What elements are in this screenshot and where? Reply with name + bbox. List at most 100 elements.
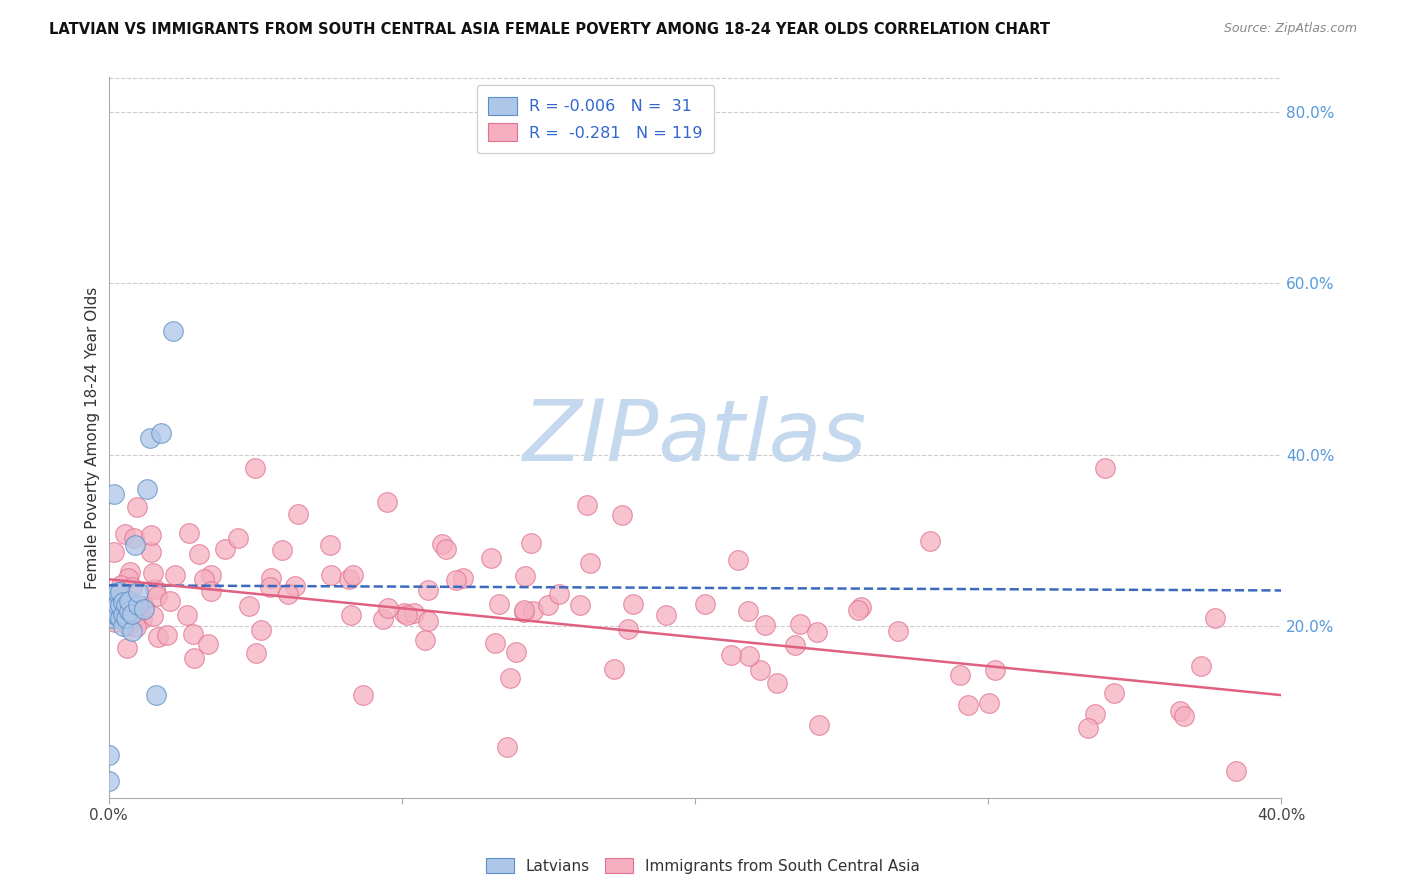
Point (107, 607, 129, 621)
Text: ZIPatlas: ZIPatlas (523, 396, 868, 479)
Point (568, 598, 591, 612)
Point (617, 622, 640, 636)
Point (748, 663, 770, 677)
Point (693, 598, 716, 612)
Point (371, 612, 394, 626)
Legend: R = -0.006   N =  31, R =  -0.281   N = 119: R = -0.006 N = 31, R = -0.281 N = 119 (477, 86, 714, 153)
Point (505, 645, 527, 659)
Point (396, 608, 419, 623)
Point (200, 583, 222, 598)
Point (104, 615, 127, 629)
Point (259, 580, 281, 594)
Point (107, 585, 129, 599)
Point (103, 593, 125, 607)
Point (1189, 659, 1212, 673)
Point (738, 649, 761, 664)
Point (100, 593, 122, 607)
Point (108, 604, 131, 618)
Point (498, 671, 520, 685)
Point (808, 717, 831, 731)
Point (610, 508, 633, 522)
Point (103, 607, 125, 621)
Point (114, 526, 136, 541)
Point (142, 566, 165, 581)
Point (846, 603, 869, 617)
Point (416, 614, 439, 628)
Point (124, 611, 146, 625)
Point (118, 604, 141, 618)
Point (117, 571, 139, 585)
Point (579, 556, 602, 570)
Point (103, 486, 125, 500)
Point (849, 599, 872, 614)
Point (124, 538, 146, 552)
Point (1077, 722, 1099, 736)
Point (162, 324, 184, 338)
Point (602, 662, 624, 676)
Point (118, 593, 141, 607)
Point (655, 607, 678, 622)
Point (984, 663, 1007, 677)
Point (519, 536, 541, 550)
Point (783, 639, 806, 653)
Point (104, 591, 127, 606)
Point (112, 607, 135, 621)
Point (977, 696, 1000, 710)
Point (150, 426, 173, 441)
Point (121, 607, 143, 621)
Point (188, 547, 211, 561)
Point (319, 568, 342, 582)
Point (107, 598, 129, 612)
Point (97, 748, 120, 763)
Point (1225, 764, 1247, 779)
Point (949, 668, 972, 682)
Point (127, 585, 149, 599)
Point (548, 587, 571, 601)
Point (183, 650, 205, 665)
Point (453, 571, 475, 585)
Point (1094, 460, 1116, 475)
Point (159, 594, 181, 608)
Point (183, 627, 205, 641)
Point (270, 542, 292, 557)
Point (1168, 704, 1191, 718)
Point (250, 624, 273, 638)
Point (200, 568, 222, 582)
Point (117, 619, 139, 633)
Point (118, 565, 141, 579)
Point (754, 617, 776, 632)
Point (575, 498, 598, 512)
Point (277, 587, 299, 601)
Point (342, 568, 364, 582)
Point (260, 571, 283, 585)
Point (146, 630, 169, 644)
Point (124, 620, 146, 634)
Point (444, 573, 467, 587)
Point (145, 688, 167, 702)
Point (522, 604, 544, 618)
Point (404, 606, 426, 620)
Point (177, 526, 200, 541)
Point (163, 567, 186, 582)
Point (104, 595, 127, 609)
Point (238, 599, 260, 614)
Point (727, 553, 749, 567)
Y-axis label: Female Poverty Among 18-24 Year Olds: Female Poverty Among 18-24 Year Olds (86, 286, 100, 589)
Point (115, 641, 138, 656)
Point (377, 601, 399, 615)
Point (138, 431, 160, 445)
Point (1084, 706, 1107, 721)
Text: Source: ZipAtlas.com: Source: ZipAtlas.com (1223, 22, 1357, 36)
Point (176, 607, 198, 622)
Point (100, 611, 122, 625)
Point (495, 740, 517, 755)
Point (918, 533, 941, 548)
Point (392, 606, 415, 620)
Point (197, 637, 219, 651)
Point (115, 611, 138, 625)
Point (537, 598, 560, 612)
Point (887, 624, 910, 639)
Point (957, 698, 980, 712)
Point (319, 538, 342, 552)
Point (193, 572, 215, 586)
